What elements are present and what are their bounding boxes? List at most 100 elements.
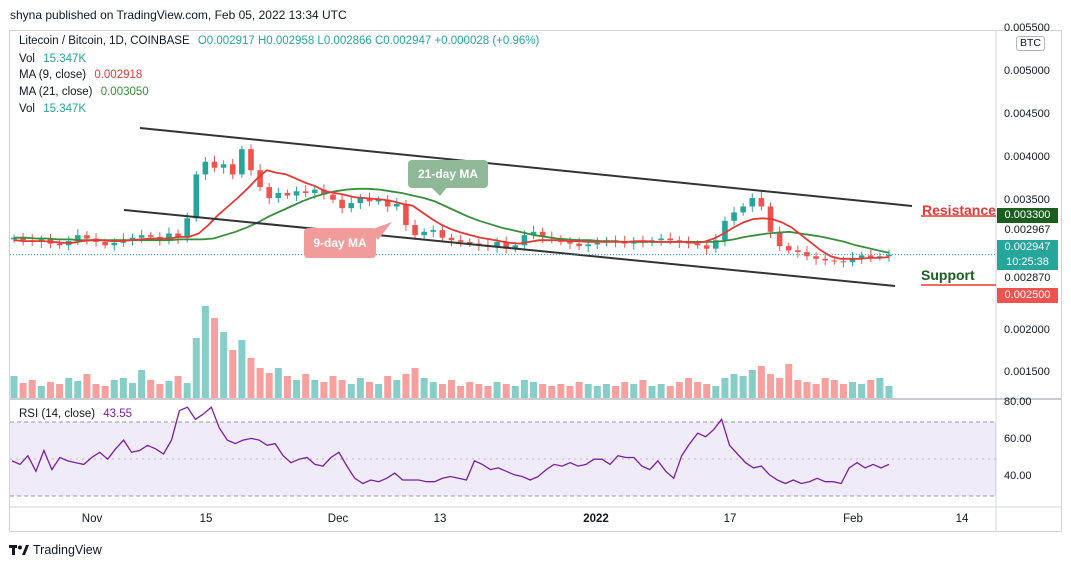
channel-upper-line [139, 127, 913, 207]
ohlc-values: O0.002917 H0.002958 L0.002866 C0.002947 … [197, 35, 540, 47]
publisher-caption: shyna published on TradingView.com, Feb … [10, 8, 347, 22]
volume-bar [283, 376, 291, 398]
volume-value-2: 15.347K [43, 103, 87, 115]
volume-bar [74, 381, 82, 398]
volume-bar [274, 368, 282, 398]
candle-body [75, 235, 81, 242]
candle-body [849, 257, 856, 263]
volume-bar [885, 386, 893, 398]
volume-bar [493, 382, 501, 398]
volume-bar [128, 383, 136, 398]
candle-body [147, 235, 154, 237]
candle-body [56, 243, 63, 246]
candle-body [466, 241, 473, 244]
volume-bar [37, 386, 45, 398]
candle-body [275, 192, 282, 199]
volume-bar [83, 374, 91, 398]
volume-bar [776, 378, 784, 398]
time-tick: 2022 [583, 513, 609, 525]
time-tick: 14 [955, 513, 969, 525]
rsi-line [11, 406, 890, 485]
candle-body [749, 198, 756, 207]
ma9-value: 0.002918 [94, 69, 143, 81]
volume-bar [302, 374, 310, 398]
ma9-label: MA (9, close) [19, 69, 87, 81]
volume-bar [220, 332, 228, 398]
time-tick: Feb [843, 513, 863, 525]
candle-body [311, 189, 318, 193]
ma9-callout: 9-day MA [304, 228, 376, 258]
volume-bar [147, 380, 155, 398]
volume-bar [384, 376, 392, 398]
candle-body [795, 250, 801, 253]
volume-bar [785, 364, 793, 398]
volume-bar [657, 384, 665, 398]
candle-body [448, 237, 455, 241]
ma21-price-label: 0.002967 [997, 223, 1058, 238]
volume-bar [293, 380, 301, 398]
volume-bar [821, 378, 829, 398]
volume-bar [256, 368, 264, 398]
candle-body [512, 245, 519, 249]
volume-bar [849, 382, 857, 398]
tradingview-icon [9, 545, 29, 555]
volume-bar [730, 374, 738, 398]
price-tick: 0.003500 [1004, 194, 1050, 206]
volume-bar [365, 382, 373, 398]
candle-body [840, 261, 847, 263]
volume-bar [92, 384, 100, 398]
candle-body [257, 170, 263, 188]
volume-bar [56, 384, 64, 398]
ma21-legend: MA (21, close) 0.003050 [19, 86, 149, 98]
volume-bar [329, 376, 337, 398]
candle-body [703, 245, 710, 249]
ma9-line [13, 169, 890, 260]
volume-bar [229, 350, 237, 398]
candle-body [740, 206, 746, 213]
volume-bar [265, 373, 273, 398]
candle-body [211, 161, 218, 168]
candle-body [394, 203, 400, 207]
candle-body [667, 238, 674, 241]
volume-bar [703, 384, 711, 398]
volume-bar [548, 386, 556, 398]
candle-body [813, 256, 819, 259]
candle-body [384, 199, 391, 207]
volume-bar [420, 378, 428, 398]
volume-bar [520, 380, 528, 398]
candle-body [831, 260, 838, 262]
volume-bar [28, 380, 36, 398]
candle-body [339, 199, 345, 209]
price-tick: 0.005500 [1004, 22, 1050, 34]
candle-body [248, 149, 254, 171]
volume-bar [502, 384, 510, 398]
candle-body [84, 235, 90, 239]
candle-body [658, 238, 664, 241]
ma9-price-label: 0.002870 [997, 271, 1058, 286]
ma21-line [14, 187, 890, 254]
tradingview-logo[interactable]: TradingView [9, 543, 102, 557]
volume-bar [484, 386, 492, 398]
time-tick: Nov [81, 513, 103, 525]
ma9-legend: MA (9, close) 0.002918 [19, 69, 142, 81]
volume-bar [448, 380, 455, 398]
last-price-badge: 0.002947 [997, 240, 1058, 255]
volume-bar [612, 386, 620, 398]
volume-bar [311, 380, 319, 398]
volume-bar [794, 380, 802, 398]
price-tick: 0.002000 [1004, 324, 1050, 336]
resistance-annotation: Resistance [922, 202, 996, 218]
rsi-label: RSI (14, close) [19, 408, 96, 420]
volume-bar [767, 374, 775, 398]
volume-bar [10, 376, 18, 398]
volume-bar [602, 384, 610, 398]
candle-body [430, 230, 437, 232]
candle-body [193, 174, 200, 219]
volume-bar [748, 370, 756, 398]
candle-body [266, 187, 273, 199]
candle-body [321, 189, 327, 195]
currency-label[interactable]: BTC [1016, 36, 1045, 51]
tradingview-brand: TradingView [33, 543, 102, 557]
time-tick: 17 [723, 513, 737, 525]
